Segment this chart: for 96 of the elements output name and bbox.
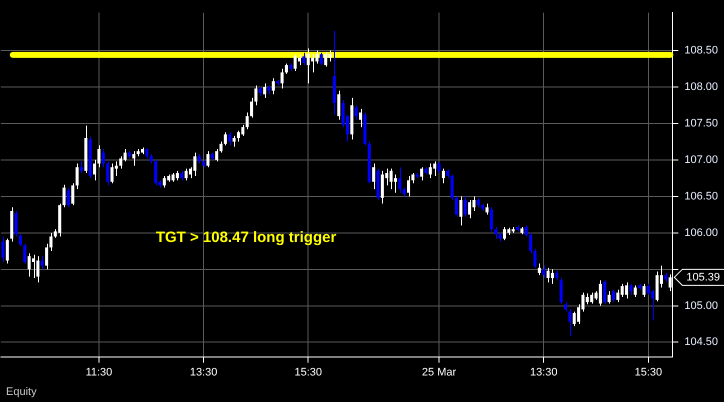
- candlestick: [263, 82, 266, 98]
- text: Equity: [6, 386, 38, 398]
- candlestick: [354, 104, 358, 120]
- y-tick-label: 107.50: [684, 117, 718, 130]
- candlestick: [110, 163, 114, 184]
- candlestick: [494, 226, 498, 240]
- candlestick: [542, 265, 546, 279]
- candlestick: [372, 163, 376, 190]
- candlestick: [280, 68, 284, 89]
- y-tick-label: 104.50: [684, 336, 718, 348]
- y-tick-label: 105.00: [684, 300, 718, 312]
- x-tick-label: 11:30: [86, 366, 112, 378]
- candlestick: [215, 148, 218, 162]
- candlestick: [407, 175, 410, 197]
- candlestick: [629, 283, 632, 296]
- text: 105.39: [686, 271, 720, 284]
- candlestick: [590, 292, 594, 304]
- y-tick-label: 108.00: [684, 81, 718, 94]
- candlestick: [23, 243, 26, 264]
- x-tick-label: 25 Mar: [422, 366, 457, 378]
- candlestick: [36, 256, 40, 283]
- annotation: TGT > 108.47 long trigger: [156, 229, 336, 246]
- candlestick: [642, 283, 646, 298]
- candlestick: [132, 150, 136, 166]
- candlestick: [568, 308, 572, 337]
- x-tick-label: 13:30: [190, 366, 218, 378]
- candlestick: [538, 262, 541, 276]
- candlestick: [302, 52, 306, 66]
- candlestick: [306, 48, 310, 84]
- candlestick: [176, 170, 179, 181]
- candlestick: [206, 150, 210, 168]
- candlestick: [438, 162, 441, 174]
- candlestick: [572, 311, 576, 327]
- candlestick: [468, 200, 472, 219]
- candlestick: [560, 278, 563, 304]
- candlestick: [616, 289, 620, 303]
- candlestick: [154, 159, 158, 186]
- candlestick: [232, 135, 236, 148]
- candlestick: [162, 175, 166, 188]
- candlestick: [272, 78, 275, 95]
- candlestick: [359, 108, 362, 128]
- y-tick-label: 106.50: [684, 190, 718, 202]
- candlestick: [564, 302, 568, 312]
- candlestick: [1, 236, 5, 262]
- candlestick: [193, 152, 196, 176]
- candlestick: [337, 90, 340, 120]
- candlestick: [294, 54, 297, 72]
- candlestick: [608, 290, 611, 304]
- candlestick: [524, 225, 528, 237]
- candlestick: [620, 283, 624, 298]
- candlestick: [555, 270, 558, 281]
- candlestick: [454, 196, 458, 218]
- candlestick: [284, 63, 288, 74]
- candlestick: [442, 168, 445, 184]
- candlestick: [6, 238, 9, 264]
- candlestick: [433, 160, 436, 176]
- candlestick: [612, 289, 616, 303]
- candlestick: [198, 154, 201, 164]
- candlestick: [598, 280, 602, 306]
- candlestick: [603, 280, 606, 305]
- candlestick: [28, 252, 31, 278]
- candlestick: [80, 160, 84, 174]
- candlestick: [106, 160, 110, 186]
- candlestick: [298, 54, 302, 66]
- candlestick: [634, 284, 637, 298]
- x-tick-label: 15:30: [634, 366, 662, 378]
- candlestick: [651, 289, 654, 321]
- candlestick: [102, 148, 105, 168]
- candlestick: [464, 196, 467, 218]
- candlestick: [180, 170, 184, 181]
- candlestick: [486, 203, 489, 216]
- candlestick: [546, 267, 550, 283]
- candlestick: [450, 174, 454, 201]
- candlestick: [320, 52, 323, 66]
- candlestick: [428, 163, 432, 179]
- candlestick: [394, 174, 397, 194]
- y-tick-label: 106.00: [684, 226, 718, 239]
- candlestick: [40, 256, 44, 270]
- candlestick: [18, 234, 22, 246]
- candlestick: [66, 187, 70, 208]
- x-tick-label: 13:30: [530, 366, 558, 378]
- candlestick: [398, 166, 402, 194]
- candlestick: [119, 156, 122, 170]
- candlestick: [14, 210, 18, 237]
- candlestick: [550, 268, 554, 284]
- candlestick: [184, 168, 188, 181]
- candlestick: [228, 132, 232, 146]
- x-tick-label: 15:30: [294, 366, 322, 378]
- candlestick: [224, 132, 227, 146]
- candlestick: [324, 51, 328, 68]
- candlestick: [420, 166, 424, 181]
- candlestick: [476, 197, 480, 208]
- candlestick: [459, 196, 462, 226]
- candlestick: [490, 206, 493, 232]
- y-tick-label: 108.50: [684, 44, 718, 57]
- y-tick-label: 107.00: [684, 154, 718, 166]
